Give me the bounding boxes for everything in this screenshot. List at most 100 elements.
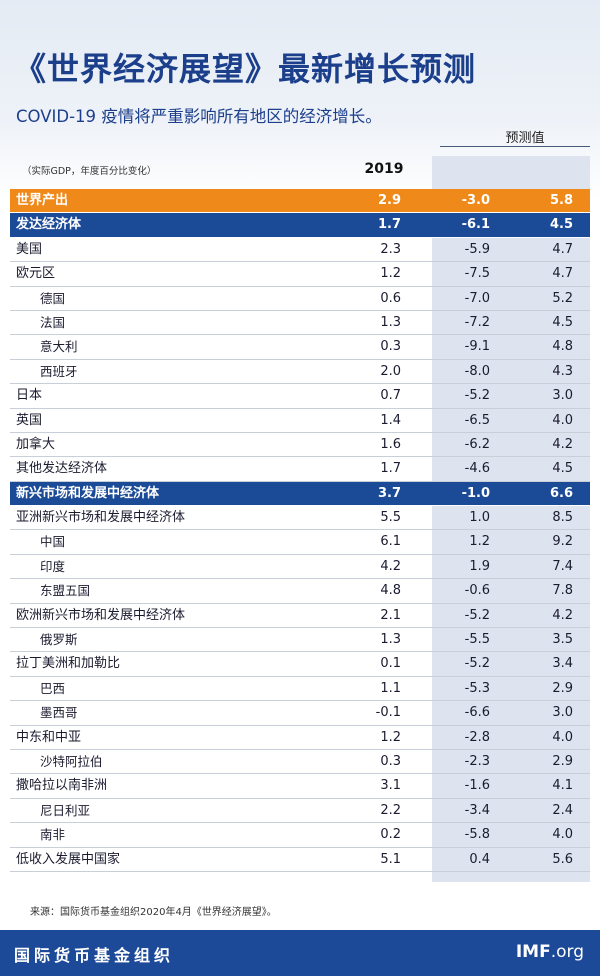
value-2021: 3.4 [552,656,573,672]
value-2021: 2.4 [552,802,573,818]
forecast-label: 预测值 [505,131,545,146]
value-2021: 4.7 [552,241,573,257]
value-2021: 4.0 [552,729,573,745]
value-2021: 3.0 [552,388,573,404]
value-2021: 8.5 [552,510,573,526]
table-row: 世界产出 2.9 -3.0 5.8 [10,189,590,214]
row-name: 东盟五国 [40,583,91,599]
table-row: 南非 0.2 -5.8 4.0 [10,823,590,848]
value-2021: 2.9 [552,680,573,696]
table-row: 美国 2.3 -5.9 4.7 [10,238,590,263]
value-2020: -5.9 [464,241,490,257]
table-row: 法国 1.3 -7.2 4.5 [10,311,590,336]
table-row: 撒哈拉以南非洲 3.1 -1.6 4.1 [10,774,590,799]
value-2021: 4.2 [552,436,573,452]
value-2019: 2.2 [380,802,401,818]
footer-org-name: 国际货币基金组织 [14,946,175,965]
row-name: 墨西哥 [40,705,78,721]
row-name: 中东和中亚 [16,729,82,745]
row-name: 新兴市场和发展中经济体 [16,485,160,501]
value-2019: 1.3 [380,314,401,330]
value-2021: 4.1 [552,778,573,794]
year-header-2019: 2019 [364,161,404,177]
value-2020: -7.2 [464,314,490,330]
row-name: 加拿大 [16,436,56,452]
table-row: 西班牙 2.0 -8.0 4.3 [10,360,590,385]
growth-table: 世界产出 2.9 -3.0 5.8 发达经济体 1.7 -6.1 4.5 美国 2.3 -5.9 4.… [10,189,590,872]
table-row: 意大利 0.3 -9.1 4.8 [10,335,590,360]
footer-site-bold: IMF [515,942,551,962]
value-2020: -6.1 [461,217,490,233]
unit-note: （实际GDP，年度百分比变化） [22,166,157,177]
value-2019: 4.2 [380,558,401,574]
value-2020: -0.6 [464,583,490,599]
value-2021: 7.4 [552,558,573,574]
value-2020: 0.4 [469,851,490,867]
value-2021: 4.3 [552,363,573,379]
value-2020: -6.5 [464,412,490,428]
table-row: 新兴市场和发展中经济体 3.7 -1.0 6.6 [10,481,590,507]
forecast-column-shading [432,156,590,882]
row-name: 意大利 [40,339,78,355]
value-2020: -5.2 [464,656,490,672]
value-2020: -4.6 [464,461,490,477]
value-2020: -3.0 [461,193,490,208]
value-2019: 1.7 [380,461,401,477]
value-2020: 1.2 [469,534,490,550]
value-2019: 2.0 [380,363,401,379]
value-2020: -7.0 [464,290,490,306]
value-2021: 5.8 [549,193,573,208]
forecast-divider [440,146,590,147]
table-row: 欧元区 1.2 -7.5 4.7 [10,262,590,287]
value-2019: 2.3 [380,241,401,257]
value-2019: 5.1 [380,851,401,867]
row-name: 沙特阿拉伯 [40,753,103,769]
value-2020: -8.0 [464,363,490,379]
table-row: 德国 0.6 -7.0 5.2 [10,287,590,311]
value-2021: 4.5 [549,217,573,233]
table-row: 日本 0.7 -5.2 3.0 [10,384,590,409]
value-2021: 7.8 [552,583,573,599]
row-name: 低收入发展中国家 [16,851,121,867]
source-note: 来源：国际货币基金组织2020年4月《世界经济展望》。 [30,907,277,918]
row-name: 英国 [16,412,43,428]
row-name: 德国 [40,290,66,306]
value-2019: 0.6 [380,290,401,306]
value-2019: 0.3 [380,753,401,769]
value-2019: 1.3 [380,632,401,648]
value-2021: 5.6 [552,851,573,867]
table-row: 中东和中亚 1.2 -2.8 4.0 [10,726,590,750]
row-name: 中国 [40,534,66,550]
table-row: 欧洲新兴市场和发展中经济体 2.1 -5.2 4.2 [10,604,590,629]
value-2020: -5.3 [464,680,490,696]
value-2021: 4.5 [552,461,573,477]
table-row: 发达经济体 1.7 -6.1 4.5 [10,213,590,238]
value-2019: 1.2 [380,266,401,282]
table-row: 加拿大 1.6 -6.2 4.2 [10,433,590,458]
footer-website-link[interactable]: IMF.org [516,942,584,962]
row-name: 世界产出 [16,193,69,208]
row-name: 尼日利亚 [40,802,91,818]
value-2021: 3.0 [552,705,573,721]
value-2019: 0.3 [380,339,401,355]
table-row: 尼日利亚 2.2 -3.4 2.4 [10,799,590,824]
table-row: 其他发达经济体 1.7 -4.6 4.5 [10,457,590,482]
value-2019: 0.2 [380,827,401,843]
value-2019: 6.1 [380,534,401,550]
table-row: 英国 1.4 -6.5 4.0 [10,409,590,433]
value-2019: 1.4 [380,412,401,428]
row-name: 巴西 [40,680,66,696]
value-2020: -1.0 [461,485,490,501]
value-2019: 1.2 [380,729,401,745]
table-row: 亚洲新兴市场和发展中经济体 5.5 1.0 8.5 [10,506,590,531]
value-2019: 1.6 [380,436,401,452]
row-name: 发达经济体 [16,217,82,233]
row-name: 日本 [16,388,43,404]
row-name: 欧元区 [16,266,56,282]
value-2021: 4.7 [552,266,573,282]
value-2021: 4.2 [552,607,573,623]
row-name: 拉丁美洲和加勒比 [16,656,121,672]
value-2020: -6.6 [464,705,490,721]
value-2020: -5.2 [464,388,490,404]
value-2019: 0.7 [380,388,401,404]
